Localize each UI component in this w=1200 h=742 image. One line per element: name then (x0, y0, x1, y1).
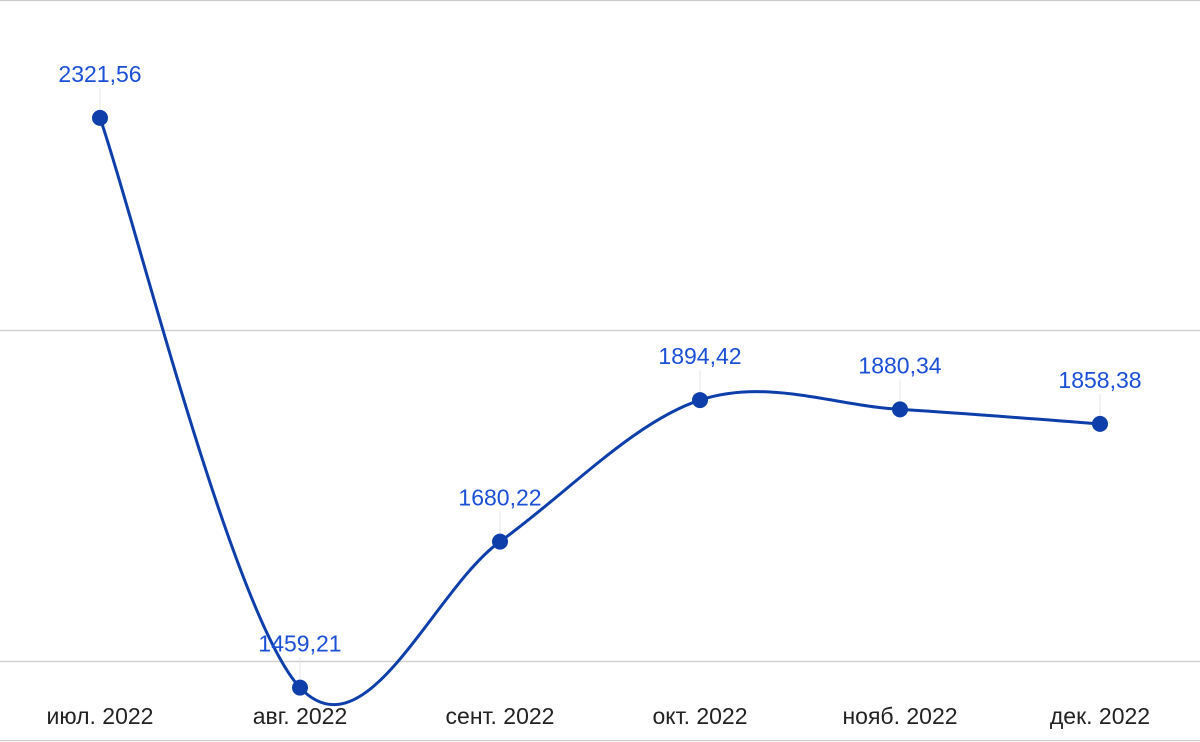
x-tick-label: авг. 2022 (253, 703, 348, 729)
data-point[interactable] (92, 109, 108, 126)
x-tick-label: сент. 2022 (446, 703, 555, 729)
x-axis-labels: июл. 2022 авг. 2022 сент. 2022 окт. 2022 ноя… (47, 703, 1151, 729)
data-label: 2321,56 (58, 61, 141, 87)
series-line-group (98, 116, 1102, 707)
data-point[interactable] (692, 392, 708, 409)
data-label: 1680,22 (458, 485, 541, 511)
x-tick-label: нояб. 2022 (842, 703, 957, 729)
data-label: 1858,38 (1058, 367, 1141, 393)
data-point[interactable] (492, 533, 508, 550)
x-tick-label: окт. 2022 (652, 703, 747, 729)
series-line (98, 116, 1102, 707)
data-labels: 2321,56 1459,21 1680,22 1894,42 1880,34 1858,… (58, 61, 1141, 657)
data-points (92, 109, 1108, 696)
data-label: 1880,34 (858, 352, 941, 378)
data-label-leaders (99, 87, 1101, 680)
x-tick-label: дек. 2022 (1050, 703, 1150, 729)
data-point[interactable] (292, 679, 308, 696)
data-point[interactable] (892, 401, 908, 418)
data-label: 1894,42 (658, 343, 741, 369)
data-label: 1459,21 (258, 631, 341, 657)
x-tick-label: июл. 2022 (47, 703, 154, 729)
data-point[interactable] (1092, 415, 1108, 432)
